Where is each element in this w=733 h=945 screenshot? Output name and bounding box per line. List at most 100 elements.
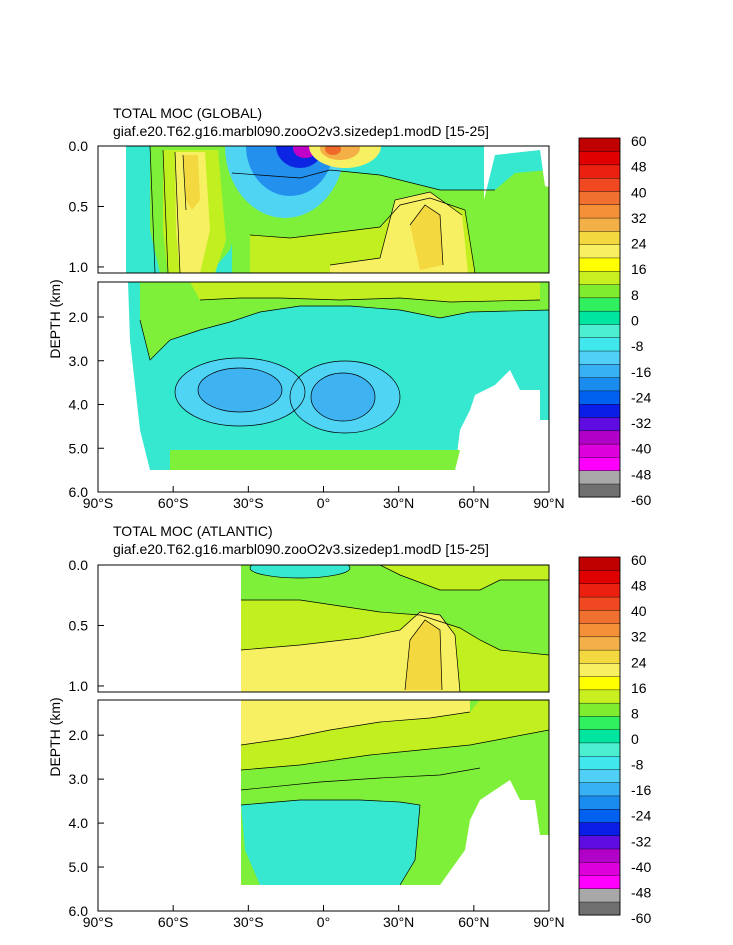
y-tick-label: 4.0: [69, 815, 89, 831]
colorbar-swatch: [578, 310, 621, 325]
y-tick-label: 2.0: [69, 309, 89, 325]
colorbar-swatch: [578, 190, 621, 205]
colorbar-swatch: [578, 470, 621, 485]
colorbar-swatch: [578, 350, 621, 365]
panel-atlantic: TOTAL MOC (ATLANTIC) giaf.e20.T62.g16.ma…: [47, 523, 565, 930]
x-tick-label: 60°S: [158, 914, 189, 930]
colorbar-swatch: [578, 649, 621, 664]
colorbar-swatch: [578, 729, 621, 744]
axis-ticks: 90°S 60°S 30°S 0° 30°N 60°N 90°N 0.0 0.5 1.0 2.0 3.…: [69, 138, 565, 511]
colorbar-swatch: [578, 483, 621, 498]
colorbar-label: -32: [631, 833, 651, 849]
colorbar-swatch: [578, 403, 621, 418]
axis-ticks: 90°S 60°S 30°S 0° 30°N 60°N 90°N 0.0 0.5 1.0 2.0 3.…: [69, 557, 565, 930]
colorbar-label: 16: [631, 680, 647, 696]
contour-band: [183, 155, 200, 210]
contour-lines: [289, 360, 401, 434]
contour-lines: [139, 297, 549, 361]
contour-lines: [249, 565, 351, 579]
contour-band: [170, 450, 460, 470]
colorbar-swatch: [578, 164, 621, 179]
colorbar-swatch: [578, 390, 621, 405]
colorbar-swatch: [578, 821, 621, 836]
colorbar-swatch: [578, 284, 621, 299]
plot-frame-upper: [97, 564, 550, 693]
contour-band: [190, 282, 540, 302]
colorbar-label: 32: [631, 210, 647, 226]
colorbar-swatch: [578, 257, 621, 272]
colorbar-swatch: [578, 782, 621, 797]
contour-band: [198, 368, 282, 412]
colorbar-swatch: [578, 270, 621, 285]
y-tick-label: 1.0: [69, 259, 89, 275]
field-global-lower: [98, 282, 549, 492]
plot-frame-upper: [97, 145, 550, 274]
x-tick-label: 90°N: [533, 495, 564, 511]
colorbar-swatch: [578, 702, 621, 717]
colorbar-swatch: [578, 137, 621, 152]
contour-band: [325, 146, 341, 155]
colorbar-swatch: [578, 570, 621, 585]
colorbar-swatch: [578, 417, 621, 432]
colorbar-swatch: [578, 443, 621, 458]
colorbar-swatch: [578, 323, 621, 338]
contour-lines: [197, 367, 283, 413]
y-axis-label: DEPTH (km): [47, 279, 63, 358]
colorbar-swatch: [578, 204, 621, 219]
colorbar-label: 40: [631, 603, 647, 619]
x-tick-label: 90°S: [83, 495, 114, 511]
contour-lines: [149, 146, 495, 273]
y-tick-label: 5.0: [69, 440, 89, 456]
colorbar-label: -40: [631, 859, 651, 875]
colorbar-atlantic: 60 48 40 32 24 16 8 0 -8 -16 -24 -32 -40 -48 -60: [578, 552, 651, 926]
contour-band: [175, 152, 210, 273]
contour-lines: [310, 372, 376, 422]
y-tick-label: 0.5: [69, 198, 89, 214]
colorbar-swatch: [578, 363, 621, 378]
colorbar-swatch: [578, 835, 621, 850]
colorbar-label: -8: [631, 757, 644, 773]
y-tick-label: 1.0: [69, 678, 89, 694]
colorbar-label: -40: [631, 441, 651, 457]
x-tick-label: 30°N: [383, 495, 414, 511]
colorbar-label: 8: [631, 705, 639, 721]
colorbar-label: -24: [631, 808, 651, 824]
colorbar-frame: [578, 556, 621, 916]
contour-band: [241, 612, 460, 692]
contour-lines: [240, 565, 549, 692]
contour-band: [250, 565, 350, 578]
y-tick-label: 0.5: [69, 617, 89, 633]
x-tick-label: 60°N: [458, 495, 489, 511]
y-tick-label: 6.0: [69, 903, 89, 919]
colorbar-frame: [578, 137, 621, 498]
colorbar-swatch: [578, 861, 621, 876]
chart-subtitle: giaf.e20.T62.g16.marbl090.zooO2v3.sizede…: [113, 123, 489, 139]
chart-title: TOTAL MOC (ATLANTIC): [113, 523, 273, 539]
colorbar-swatch: [578, 556, 621, 571]
x-tick-label: 90°S: [83, 914, 114, 930]
colorbar-label: -16: [631, 782, 651, 798]
colorbar-label: 16: [631, 261, 647, 277]
colorbar-label: 60: [631, 552, 647, 568]
y-tick-label: 3.0: [69, 353, 89, 369]
continent: [484, 146, 549, 200]
colorbar-label: 60: [631, 133, 647, 149]
colorbar-swatch: [578, 623, 621, 638]
y-tick-label: 6.0: [69, 484, 89, 500]
colorbar-label: 24: [631, 654, 647, 670]
colorbar-label: 32: [631, 629, 647, 645]
colorbar-label: 48: [631, 578, 647, 594]
x-tick-label: 90°N: [533, 914, 564, 930]
colorbar-swatch: [578, 755, 621, 770]
colorbar-swatch: [578, 636, 621, 651]
contour-lines: [174, 357, 306, 427]
chart-title: TOTAL MOC (GLOBAL): [113, 105, 262, 121]
y-tick-label: 0.0: [69, 557, 89, 573]
colorbar-swatch: [578, 297, 621, 312]
colorbar-swatch: [578, 888, 621, 903]
colorbar-swatch: [578, 244, 621, 259]
x-tick-label: 30°S: [233, 914, 264, 930]
colorbar-label: -16: [631, 364, 651, 380]
colorbar-label: -32: [631, 415, 651, 431]
field-atlantic-lower: [98, 700, 549, 911]
